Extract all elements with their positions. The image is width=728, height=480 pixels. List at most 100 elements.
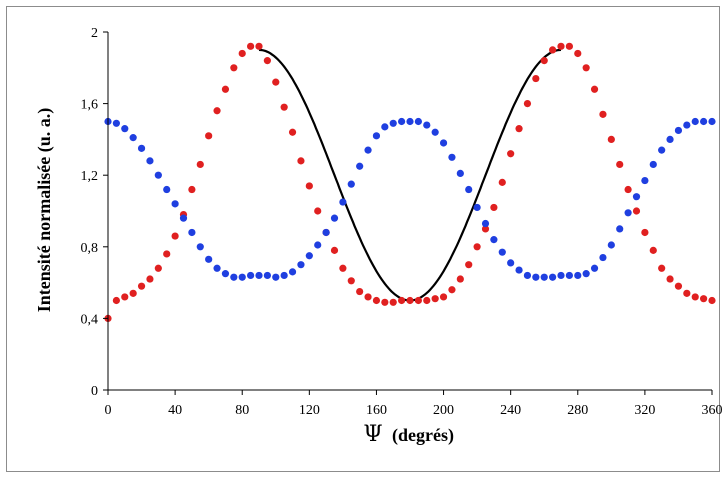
x-tick-label: 80: [235, 403, 249, 418]
data-point: [230, 64, 238, 72]
data-point: [288, 128, 297, 136]
y-axis-title-group: Intensité normalisée (u. a.): [34, 108, 55, 312]
data-point: [540, 57, 548, 65]
data-point: [356, 287, 364, 296]
x-tick-label: 120: [299, 403, 320, 418]
data-point: [213, 107, 221, 115]
data-point: [624, 185, 632, 194]
data-point: [305, 182, 313, 190]
data-point: [574, 49, 582, 58]
data-point: [137, 144, 146, 152]
data-point: [523, 100, 532, 108]
data-point: [607, 241, 615, 249]
data-point: [649, 246, 657, 254]
data-point: [599, 253, 607, 262]
data-point: [700, 117, 708, 126]
data-point: [708, 296, 716, 305]
data-point: [666, 135, 674, 143]
data-point: [255, 271, 263, 280]
data-point: [448, 286, 456, 294]
y-tick-label: 1,2: [81, 169, 99, 184]
data-point: [221, 270, 230, 278]
data-point: [515, 125, 523, 133]
data-point: [272, 273, 280, 281]
data-point: [163, 250, 171, 258]
data-point: [381, 298, 389, 306]
data-point: [171, 232, 179, 240]
data-point: [532, 74, 540, 83]
data-point: [154, 171, 162, 179]
x-tick-label: 200: [433, 403, 454, 418]
data-point: [448, 153, 456, 161]
data-point: [439, 293, 448, 301]
data-point: [465, 185, 473, 194]
x-tick-label: 0: [105, 403, 112, 418]
data-point: [129, 289, 137, 297]
data-point: [481, 219, 490, 228]
chart-frame: [6, 6, 720, 472]
data-point: [549, 46, 557, 54]
data-point: [557, 271, 565, 280]
data-point: [163, 185, 171, 194]
data-point: [624, 209, 632, 217]
data-point: [708, 117, 716, 126]
data-point: [599, 110, 607, 118]
data-point: [582, 64, 590, 72]
data-point: [272, 78, 280, 86]
data-point: [481, 225, 490, 233]
x-tick-label: 280: [567, 403, 588, 418]
data-point: [389, 298, 397, 306]
data-point: [632, 193, 641, 201]
data-point: [347, 277, 355, 285]
data-point: [423, 121, 431, 129]
data-point: [666, 275, 674, 283]
data-point: [339, 198, 347, 206]
y-axis-title: Intensité normalisée (u. a.): [34, 108, 55, 312]
data-point: [112, 119, 120, 127]
data-point: [414, 117, 422, 126]
data-point: [683, 121, 691, 129]
x-ticks: 0 40 80 120 160 200 240 280 320 360: [105, 390, 723, 418]
data-point: [632, 207, 641, 215]
data-point: [255, 42, 263, 50]
data-point: [523, 271, 532, 280]
data-point: [691, 293, 699, 301]
data-point: [146, 275, 154, 283]
axes: 0 0,4 0,8 1,2 1,6 2 0 40 80 120 160 200 240 280 320 36…: [81, 26, 723, 418]
data-point: [205, 255, 213, 263]
data-point: [196, 243, 204, 251]
data-point: [297, 261, 305, 269]
data-point: [247, 271, 255, 280]
data-point: [280, 103, 288, 111]
data-point: [322, 228, 330, 237]
data-point: [649, 160, 657, 169]
data-point: [263, 271, 271, 280]
data-point: [498, 248, 506, 256]
data-point: [641, 228, 649, 237]
data-point: [582, 270, 590, 278]
data-point: [389, 119, 397, 127]
data-point: [616, 225, 624, 233]
data-point: [230, 273, 238, 281]
data-point: [498, 178, 506, 186]
data-point: [641, 176, 649, 185]
data-point: [557, 42, 565, 50]
data-point: [616, 160, 624, 169]
data-point: [565, 42, 573, 50]
data-point: [314, 207, 322, 215]
data-point: [179, 214, 188, 222]
x-tick-label: 40: [168, 403, 182, 418]
x-tick-label: 160: [366, 403, 387, 418]
x-tick-label: 360: [702, 403, 723, 418]
data-point: [590, 85, 599, 93]
data-point: [456, 275, 464, 283]
data-point: [314, 241, 322, 249]
data-point: [121, 125, 129, 133]
x-axis-psi-symbol: Ψ: [363, 422, 382, 447]
data-point: [658, 146, 666, 154]
series-1: [104, 42, 716, 322]
data-point: [565, 271, 573, 280]
data-point: [129, 134, 137, 142]
data-point: [188, 185, 196, 194]
data-point: [238, 273, 246, 281]
